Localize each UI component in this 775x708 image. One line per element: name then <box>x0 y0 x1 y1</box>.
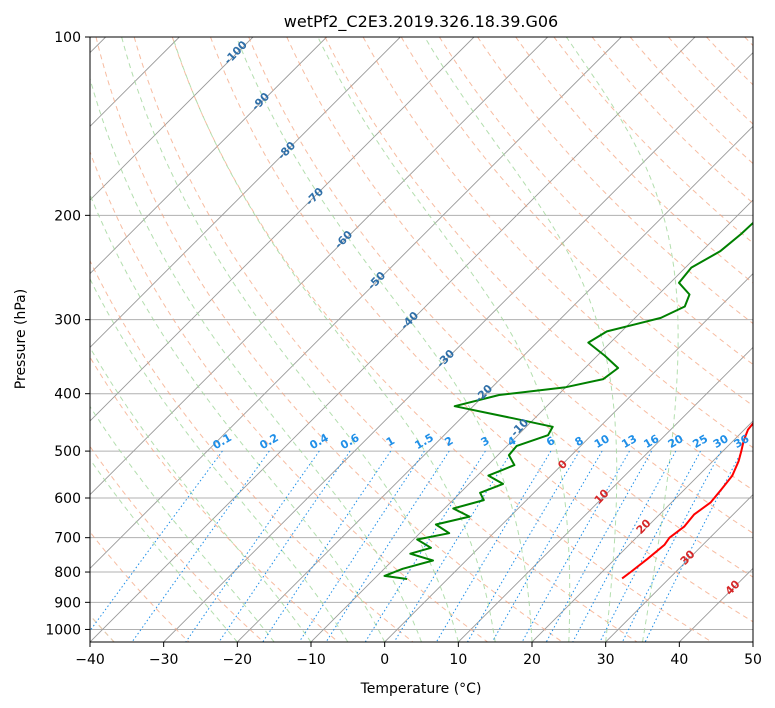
y-axis: 1000 900 800 700 600 500 400 300 200 100 <box>45 30 90 638</box>
isotherm-line <box>605 494 753 642</box>
y-tick-label: 1000 <box>45 622 81 638</box>
moist-adiabat-line <box>172 37 496 642</box>
dry-adiabat-line <box>90 445 264 642</box>
profile-series <box>383 221 753 580</box>
x-tick-label: 50 <box>744 652 762 668</box>
dry-adiabat-line <box>171 37 712 642</box>
dry-adiabat-line <box>629 37 753 165</box>
temperature-line <box>621 421 753 580</box>
mixing-ratio-line <box>599 450 701 642</box>
dry-adiabat-line <box>477 37 753 325</box>
x-tick-label: −30 <box>149 652 179 668</box>
y-tick-label: 600 <box>54 491 81 507</box>
dry-adiabat-line <box>210 37 753 623</box>
y-tick-label: 500 <box>54 444 81 460</box>
mixing-ratio-line <box>572 450 677 642</box>
mixing-ratio-line <box>393 450 513 642</box>
y-tick-label: 200 <box>54 208 81 224</box>
plot-area: -100-90-80-70-60-50-40-30-20-10010203040… <box>90 37 753 642</box>
isotherm-line <box>310 199 753 642</box>
moist-adiabat-line <box>90 193 386 642</box>
x-tick-label: 30 <box>597 652 615 668</box>
moist-adiabat-line <box>424 37 618 642</box>
isotherm-line <box>90 37 401 348</box>
y-axis-label: Pressure (hPa) <box>13 289 29 389</box>
moist-adiabat-line <box>90 405 275 642</box>
mixing-ratio-line <box>364 450 486 642</box>
isotherm-line <box>90 37 548 496</box>
chart-title: wetPf2_C2E3.2019.326.18.39.G06 <box>284 12 558 32</box>
isotherm-lines <box>90 37 753 642</box>
dewpoint-line <box>383 221 753 580</box>
dry-adiabat-line <box>591 37 753 204</box>
dry-adiabat-line <box>133 37 638 642</box>
dry-adiabat-line <box>438 37 753 366</box>
moist-adiabat-line <box>565 37 679 642</box>
dry-adiabat-line <box>248 37 753 578</box>
isotherm-line <box>384 273 753 642</box>
dry-adiabat-line <box>362 37 753 449</box>
mixing-ratio-line <box>521 450 630 642</box>
mixing-ratio-line <box>185 450 320 642</box>
isotherm-line <box>531 420 753 642</box>
x-tick-label: 10 <box>449 652 467 668</box>
mixing-ratio-line <box>621 450 722 642</box>
mixing-ratio-lines <box>90 450 743 642</box>
y-tick-label: 300 <box>54 313 81 329</box>
isotherm-line <box>90 37 327 275</box>
mixing-ratio-line <box>545 450 653 642</box>
x-tick-label: 20 <box>523 652 541 668</box>
y-tick-label: 700 <box>54 531 81 547</box>
y-tick-label: 100 <box>54 30 81 46</box>
dry-adiabat-line <box>90 259 414 642</box>
x-axis: −40 −30 −20 −10 0 10 20 30 40 50 <box>75 642 762 668</box>
dry-adiabat-line <box>90 531 190 642</box>
mixing-ratio-line <box>491 450 603 642</box>
mixing-ratio-line <box>467 450 580 642</box>
dry-adiabat-line <box>95 37 563 642</box>
dry-adiabat-line <box>515 37 753 284</box>
moist-adiabat-line <box>235 37 533 642</box>
dry-adiabat-lines <box>90 37 753 642</box>
moist-adiabat-line <box>90 346 312 642</box>
x-tick-label: −10 <box>296 652 326 668</box>
x-tick-label: −20 <box>223 652 253 668</box>
plot-frame <box>89 36 754 643</box>
mixing-ratio-line <box>131 450 270 642</box>
y-tick-label: 400 <box>54 387 81 403</box>
isotherm-line <box>458 346 753 642</box>
x-axis-label: Temperature (°C) <box>360 681 482 697</box>
y-tick-label: 800 <box>54 565 81 581</box>
moist-adiabat-line <box>90 76 422 642</box>
moist-adiabat-line <box>317 37 571 642</box>
x-tick-label: 0 <box>380 652 389 668</box>
isotherm-line <box>90 37 622 569</box>
x-tick-label: −40 <box>75 652 105 668</box>
isotherm-line <box>163 52 753 642</box>
mixing-ratio-line <box>435 450 552 642</box>
x-tick-label: 40 <box>670 652 688 668</box>
isobar-grid <box>90 37 753 630</box>
y-tick-label: 900 <box>54 595 81 611</box>
isotherm-line <box>90 37 254 201</box>
isotherm-line <box>90 37 475 422</box>
dry-adiabat-line <box>400 37 753 407</box>
isotherm-line <box>237 125 753 642</box>
mixing-ratio-line <box>218 450 351 642</box>
